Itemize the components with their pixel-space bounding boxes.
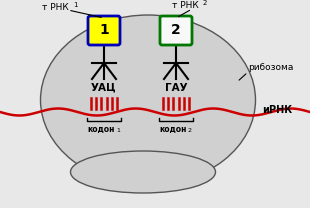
FancyBboxPatch shape: [160, 16, 192, 45]
Ellipse shape: [41, 15, 255, 185]
Text: т РНК: т РНК: [42, 4, 69, 12]
Text: т РНК: т РНК: [172, 1, 198, 10]
Text: ГАУ: ГАУ: [165, 83, 187, 93]
Text: 1: 1: [99, 24, 109, 37]
Text: иРНК: иРНК: [262, 105, 292, 115]
Ellipse shape: [70, 151, 215, 193]
Text: 1: 1: [73, 2, 78, 8]
FancyBboxPatch shape: [88, 16, 120, 45]
Text: кодон: кодон: [159, 125, 187, 134]
Text: 2: 2: [171, 24, 181, 37]
Text: рибозома: рибозома: [248, 63, 293, 73]
Text: УАЦ: УАЦ: [91, 83, 117, 93]
Text: 1: 1: [116, 129, 120, 134]
Text: кодон: кодон: [87, 125, 115, 134]
Text: 2: 2: [203, 0, 207, 6]
Text: 2: 2: [188, 129, 192, 134]
